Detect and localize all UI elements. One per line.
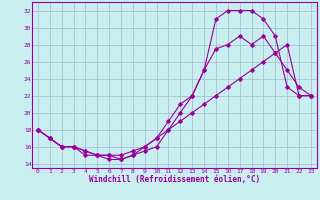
X-axis label: Windchill (Refroidissement éolien,°C): Windchill (Refroidissement éolien,°C) [89, 175, 260, 184]
